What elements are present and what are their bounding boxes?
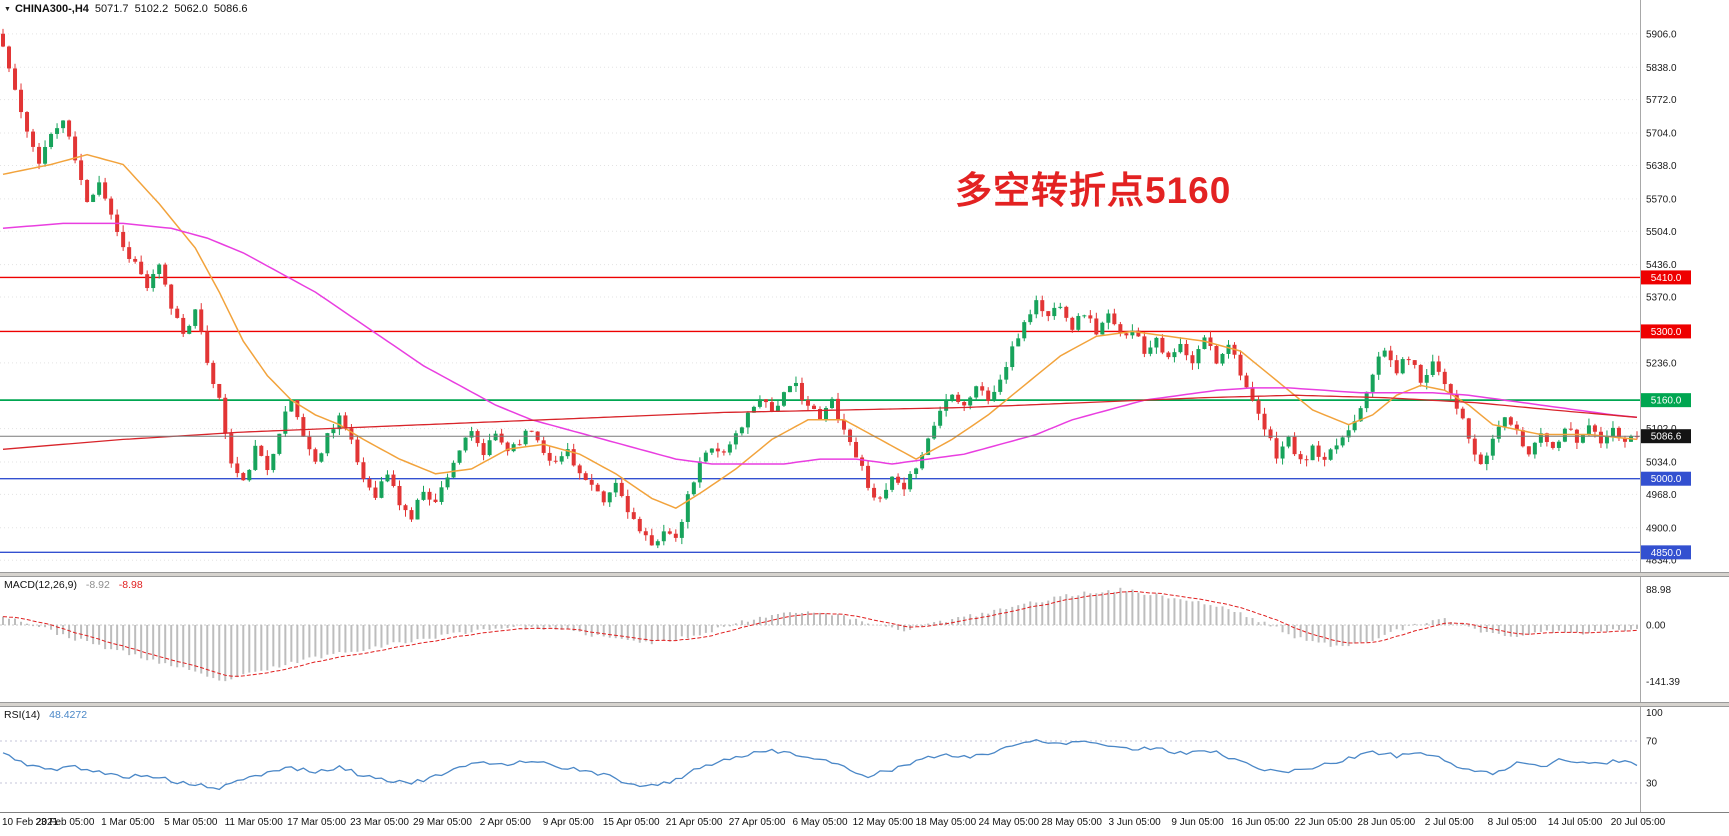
macd-canvas[interactable]: 88.98 0.00 -141.39 xyxy=(0,577,1729,702)
svg-text:5570.0: 5570.0 xyxy=(1646,194,1677,205)
panel-separator[interactable] xyxy=(0,702,1729,707)
time-axis-label: 16 Jun 05:00 xyxy=(1231,817,1290,828)
svg-text:4900.0: 4900.0 xyxy=(1646,523,1677,534)
svg-text:4850.0: 4850.0 xyxy=(1651,548,1682,559)
time-axis-label: 15 Apr 05:00 xyxy=(602,817,660,828)
price-chart-panel: 5906.0 5838.0 5772.0 5704.0 5638.0 5570.0 5504… xyxy=(0,0,1729,572)
symbol-timeframe-label: CHINA300-,H4 xyxy=(14,3,89,15)
time-axis-label: 9 Jun 05:00 xyxy=(1171,817,1224,828)
rsi-title: RSI(14) xyxy=(4,709,41,721)
svg-text:5772.0: 5772.0 xyxy=(1646,95,1677,106)
svg-text:5410.0: 5410.0 xyxy=(1651,273,1682,284)
svg-text:70: 70 xyxy=(1646,737,1658,748)
svg-text:5436.0: 5436.0 xyxy=(1646,260,1677,271)
price-chart-canvas[interactable]: 5906.0 5838.0 5772.0 5704.0 5638.0 5570.0 5504… xyxy=(0,0,1729,572)
time-axis-label: 28 May 05:00 xyxy=(1041,817,1102,828)
macd-title: MACD(12,26,9) xyxy=(4,579,77,591)
time-axis-label: 6 May 05:00 xyxy=(792,817,848,828)
time-axis-label: 21 Apr 05:00 xyxy=(665,817,723,828)
quote-open: 5071.7 xyxy=(94,3,129,15)
chart-annotation-text[interactable]: 多空转折点5160 xyxy=(955,170,1232,211)
svg-text:5838.0: 5838.0 xyxy=(1646,63,1677,74)
time-axis-label: 2 Jul 05:00 xyxy=(1424,817,1474,828)
time-axis-label: 17 Mar 05:00 xyxy=(287,817,347,828)
svg-text:88.98: 88.98 xyxy=(1646,585,1671,596)
time-axis-label: 11 Mar 05:00 xyxy=(224,817,283,828)
quote-low: 5062.0 xyxy=(174,3,208,15)
rsi-panel: 100 70 30 RSI(14) 48.4272 xyxy=(0,707,1729,812)
symbol-dropdown-icon[interactable]: ▼ xyxy=(4,5,11,13)
quote-close: 5086.6 xyxy=(213,3,248,15)
svg-text:-141.39: -141.39 xyxy=(1646,677,1680,688)
svg-text:4834.0: 4834.0 xyxy=(1646,556,1677,567)
time-axis-label: 24 May 05:00 xyxy=(978,817,1040,828)
rsi-label: RSI(14) 48.4272 xyxy=(4,709,93,721)
time-axis-label: 14 Jul 05:00 xyxy=(1547,817,1603,828)
macd-panel: 88.98 0.00 -141.39 MACD(12,26,9) -8.92 -8.… xyxy=(0,577,1729,702)
time-axis-label: 1 Mar 05:00 xyxy=(101,817,155,828)
svg-text:0.00: 0.00 xyxy=(1646,621,1666,632)
time-axis-label: 9 Apr 05:00 xyxy=(542,817,594,828)
svg-text:5236.0: 5236.0 xyxy=(1646,358,1677,369)
svg-text:5034.0: 5034.0 xyxy=(1646,458,1677,469)
time-axis-label: 27 Apr 05:00 xyxy=(728,817,786,828)
panel-separator[interactable] xyxy=(0,572,1729,577)
svg-text:30: 30 xyxy=(1646,779,1658,790)
time-axis-label: 8 Jul 05:00 xyxy=(1487,817,1537,828)
svg-text:100: 100 xyxy=(1646,708,1663,719)
time-axis-label: 29 Mar 05:00 xyxy=(412,817,472,828)
svg-text:5300.0: 5300.0 xyxy=(1651,327,1682,338)
time-axis[interactable]: 10 Feb 2021 23 Feb 05:00 1 Mar 05:00 5 Mar … xyxy=(0,812,1729,836)
svg-text:5370.0: 5370.0 xyxy=(1646,293,1677,304)
rsi-canvas[interactable]: 100 70 30 xyxy=(0,707,1729,812)
svg-text:5160.0: 5160.0 xyxy=(1651,396,1682,407)
macd-value-main: -8.92 xyxy=(85,579,110,591)
time-axis-label: 12 May 05:00 xyxy=(852,817,914,828)
svg-text:5638.0: 5638.0 xyxy=(1646,161,1677,172)
macd-value-signal: -8.98 xyxy=(118,579,143,591)
time-axis-label: 28 Jun 05:00 xyxy=(1357,817,1416,828)
time-axis-label: 3 Jun 05:00 xyxy=(1108,817,1161,828)
svg-text:5906.0: 5906.0 xyxy=(1646,29,1677,40)
svg-text:5704.0: 5704.0 xyxy=(1646,129,1677,140)
quote-high: 5102.2 xyxy=(134,3,169,15)
rsi-value: 48.4272 xyxy=(49,709,88,721)
time-axis-label: 23 Mar 05:00 xyxy=(350,817,409,828)
time-axis-label: 22 Jun 05:00 xyxy=(1294,817,1353,828)
svg-text:5000.0: 5000.0 xyxy=(1651,474,1682,485)
time-axis-label: 18 May 05:00 xyxy=(915,817,977,828)
time-axis-label: 2 Apr 05:00 xyxy=(479,817,531,828)
macd-label: MACD(12,26,9) -8.92 -8.98 xyxy=(4,579,149,591)
svg-text:4968.0: 4968.0 xyxy=(1646,490,1677,501)
svg-text:5504.0: 5504.0 xyxy=(1646,227,1677,238)
time-axis-label: 10 Feb 2021 xyxy=(2,817,59,828)
chart-header: ▼ CHINA300-,H4 5071.7 5102.2 5062.0 5086… xyxy=(4,3,248,15)
time-axis-label: 23 Feb 05:00 xyxy=(35,817,95,828)
time-axis-label: 5 Mar 05:00 xyxy=(164,817,218,828)
svg-text:5086.6: 5086.6 xyxy=(1651,432,1682,443)
time-axis-label: 20 Jul 05:00 xyxy=(1610,817,1666,828)
